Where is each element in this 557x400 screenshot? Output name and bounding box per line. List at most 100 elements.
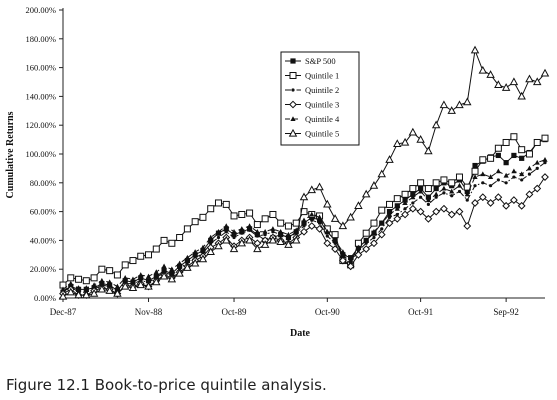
data-point bbox=[348, 255, 354, 261]
x-tick-label: Sep-92 bbox=[493, 307, 519, 317]
data-point bbox=[432, 179, 440, 187]
data-point bbox=[378, 206, 386, 214]
data-point bbox=[223, 226, 229, 232]
data-point bbox=[408, 127, 418, 136]
data-point bbox=[541, 134, 549, 142]
data-point bbox=[525, 74, 534, 83]
data-point bbox=[91, 282, 97, 288]
data-point bbox=[354, 250, 363, 259]
legend-marker bbox=[290, 58, 296, 64]
data-point bbox=[269, 210, 277, 218]
data-point bbox=[98, 265, 106, 273]
data-point bbox=[425, 194, 431, 200]
data-point bbox=[472, 162, 478, 169]
data-point bbox=[361, 189, 371, 198]
data-point bbox=[338, 221, 348, 230]
data-point bbox=[74, 290, 83, 299]
data-point bbox=[543, 161, 547, 165]
data-point bbox=[487, 174, 494, 180]
data-point bbox=[449, 188, 455, 194]
data-point bbox=[494, 144, 502, 152]
legend-item: Quintile 1 bbox=[285, 71, 339, 81]
data-point bbox=[348, 257, 354, 263]
data-point bbox=[245, 235, 254, 244]
series-2 bbox=[61, 161, 547, 294]
data-point bbox=[223, 223, 229, 228]
data-point bbox=[509, 77, 519, 86]
data-point bbox=[425, 197, 431, 203]
data-point bbox=[520, 178, 524, 182]
data-point bbox=[450, 194, 454, 198]
data-point bbox=[346, 262, 355, 271]
data-point bbox=[473, 184, 477, 188]
data-point bbox=[160, 236, 168, 244]
y-tick-label: 0.00% bbox=[34, 293, 56, 303]
y-tick-label: 20.00% bbox=[30, 264, 56, 274]
data-point bbox=[517, 201, 526, 210]
data-point bbox=[208, 234, 214, 240]
data-point bbox=[138, 272, 144, 277]
data-point bbox=[276, 237, 285, 245]
series-line bbox=[62, 139, 546, 293]
data-point bbox=[504, 181, 508, 185]
data-point bbox=[380, 227, 384, 231]
data-point bbox=[433, 185, 439, 192]
data-point bbox=[377, 169, 386, 178]
data-point bbox=[433, 191, 439, 197]
data-point bbox=[200, 244, 206, 250]
data-point bbox=[121, 261, 129, 269]
legend-marker bbox=[290, 116, 296, 121]
data-point bbox=[237, 238, 247, 247]
data-point bbox=[286, 235, 291, 240]
data-point bbox=[83, 285, 89, 290]
data-point bbox=[144, 281, 153, 290]
data-point bbox=[448, 179, 456, 187]
data-point bbox=[408, 204, 417, 213]
data-point bbox=[209, 241, 213, 245]
data-point bbox=[89, 289, 99, 297]
data-point bbox=[502, 138, 510, 146]
data-point bbox=[465, 198, 469, 202]
data-point bbox=[511, 168, 517, 174]
data-point bbox=[487, 154, 495, 162]
y-tick-label: 80.00% bbox=[30, 178, 56, 188]
data-point bbox=[68, 280, 74, 286]
data-point bbox=[494, 193, 503, 202]
data-point bbox=[113, 271, 121, 279]
data-point bbox=[331, 231, 339, 239]
data-point bbox=[519, 171, 525, 177]
data-point bbox=[501, 83, 511, 91]
data-point bbox=[540, 68, 550, 77]
data-point bbox=[532, 77, 542, 86]
data-point bbox=[402, 200, 408, 205]
data-point bbox=[153, 269, 159, 275]
data-point bbox=[439, 100, 449, 109]
data-point bbox=[75, 275, 83, 283]
data-point bbox=[418, 188, 424, 194]
data-point bbox=[255, 234, 259, 238]
data-point bbox=[355, 244, 362, 250]
data-point bbox=[455, 207, 464, 216]
data-point bbox=[527, 172, 532, 176]
data-point bbox=[99, 277, 105, 283]
data-point bbox=[268, 235, 278, 244]
data-point bbox=[307, 185, 317, 194]
data-point bbox=[471, 199, 479, 207]
data-point bbox=[372, 235, 376, 240]
data-point bbox=[503, 160, 509, 166]
data-point bbox=[526, 165, 533, 171]
data-point bbox=[317, 221, 322, 225]
legend-marker bbox=[288, 128, 298, 137]
data-point bbox=[247, 228, 252, 232]
data-point bbox=[97, 284, 107, 293]
data-point bbox=[177, 260, 183, 266]
data-point bbox=[495, 168, 501, 174]
data-point bbox=[387, 215, 392, 219]
data-point bbox=[464, 191, 470, 197]
data-point bbox=[431, 120, 441, 129]
data-point bbox=[198, 254, 208, 263]
data-point bbox=[214, 199, 222, 207]
data-point bbox=[409, 185, 417, 193]
data-point bbox=[316, 217, 323, 223]
data-point bbox=[510, 133, 518, 141]
